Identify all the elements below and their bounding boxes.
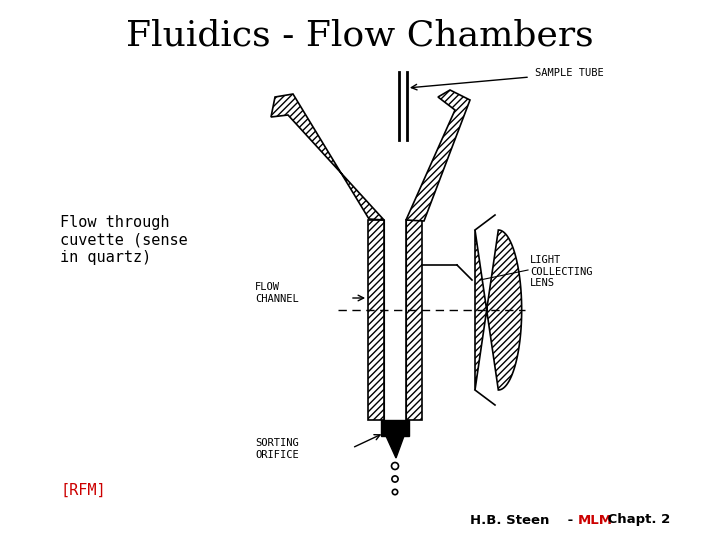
Polygon shape (475, 230, 522, 390)
Polygon shape (406, 90, 470, 221)
Text: SAMPLE TUBE: SAMPLE TUBE (535, 68, 604, 78)
Text: Chapt. 2: Chapt. 2 (603, 514, 670, 526)
Text: FLOW
CHANNEL: FLOW CHANNEL (255, 282, 299, 303)
Text: -: - (563, 514, 578, 526)
Polygon shape (386, 436, 404, 458)
Text: Fluidics - Flow Chambers: Fluidics - Flow Chambers (126, 18, 594, 52)
Polygon shape (406, 220, 422, 420)
Bar (381, 420, 409, 436)
Text: [RFM]: [RFM] (60, 483, 106, 497)
Text: LIGHT
COLLECTING
LENS: LIGHT COLLECTING LENS (530, 255, 593, 288)
Polygon shape (271, 94, 384, 220)
Text: SORTING
ORIFICE: SORTING ORIFICE (255, 438, 299, 460)
Polygon shape (368, 220, 384, 420)
Text: MLM: MLM (578, 514, 613, 526)
Text: H.B. Steen: H.B. Steen (470, 514, 549, 526)
Text: Flow through
cuvette (sense
in quartz): Flow through cuvette (sense in quartz) (60, 215, 188, 265)
